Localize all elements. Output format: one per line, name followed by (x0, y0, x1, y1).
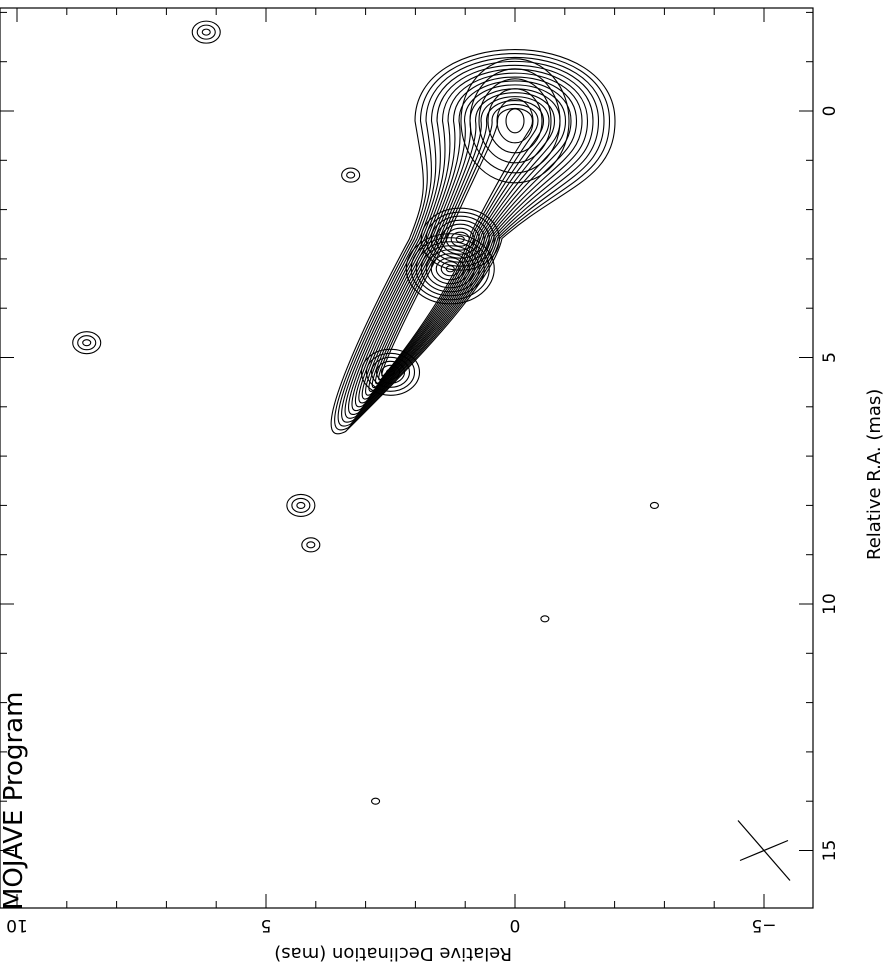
knot-1-contour (420, 207, 500, 271)
plot-frame (0, 7, 814, 909)
tick-labels: 0 5 10 15 10 5 0 −5 (6, 106, 840, 935)
blob-d-contour (196, 24, 216, 40)
knot-2-contour (420, 245, 480, 293)
blob-g-contour (540, 615, 550, 623)
y-axis-label: Relative Declination (mas) (274, 943, 512, 964)
knot-3-contour (365, 352, 416, 392)
blob-c-contour (72, 331, 102, 355)
core-contour (496, 98, 534, 144)
knot-2-contour (430, 253, 470, 285)
knot-1-contour (450, 231, 470, 247)
jet-contour (330, 49, 616, 435)
jet-contour (368, 92, 556, 392)
x-tick-label: 5 (820, 352, 840, 363)
blob-a-contour (296, 501, 306, 509)
knot-1-contour (440, 223, 480, 255)
blob-c-contour (77, 335, 97, 351)
x-tick-label: 10 (820, 593, 840, 615)
knot-1-contour (430, 215, 490, 263)
knot-3-contour (385, 368, 396, 376)
blob-h-contour (371, 797, 381, 805)
contour-lines (72, 20, 659, 805)
blob-e-contour (341, 167, 361, 183)
beam-minor-axis (739, 839, 789, 862)
jet-contour (365, 88, 561, 396)
blob-e-contour (346, 171, 356, 179)
knot-3-contour (380, 364, 401, 380)
knot-3-contour (370, 356, 411, 388)
knot-2-contour (410, 237, 490, 301)
blob-c-contour (82, 339, 92, 347)
blob-b-contour (301, 537, 321, 553)
blob-b-contour (306, 541, 316, 549)
jet-contour (371, 96, 550, 388)
knot-2-contour (405, 233, 495, 305)
core-contour (505, 108, 525, 134)
knot-2-contour (435, 257, 465, 281)
knot-3-contour (360, 348, 421, 396)
core-contour (460, 58, 570, 184)
jet-contour (361, 84, 567, 400)
y-tick-label: 10 (6, 915, 28, 935)
jet-contour (351, 72, 583, 412)
blob-d-contour (191, 20, 221, 44)
beam-marker (737, 820, 791, 881)
y-tick-label: 5 (261, 915, 272, 935)
knot-2-contour (445, 265, 455, 273)
blob-a-contour (291, 497, 311, 513)
y-tick-label: 0 (510, 915, 521, 935)
blob-a-contour (286, 493, 316, 517)
core-contour (487, 88, 543, 154)
x-axis-label: Relative R.A. (mas) (864, 389, 885, 560)
knot-2-contour (440, 261, 460, 277)
y-tick-label: −5 (751, 915, 776, 935)
tick-marks (0, 8, 813, 908)
jet-contour (344, 64, 594, 419)
knot-2-contour (425, 249, 475, 289)
core-contour (469, 68, 561, 174)
jet-contour (358, 80, 572, 404)
x-tick-label: 15 (820, 840, 840, 862)
jet-contour (341, 60, 600, 423)
x-tick-label: 0 (820, 106, 840, 117)
knot-2-contour (415, 241, 485, 297)
knot-3-contour (375, 360, 406, 384)
blob-d-contour (201, 28, 211, 36)
jet-contour (337, 57, 605, 427)
blob-f-contour (649, 501, 659, 509)
core-contour (478, 78, 552, 164)
